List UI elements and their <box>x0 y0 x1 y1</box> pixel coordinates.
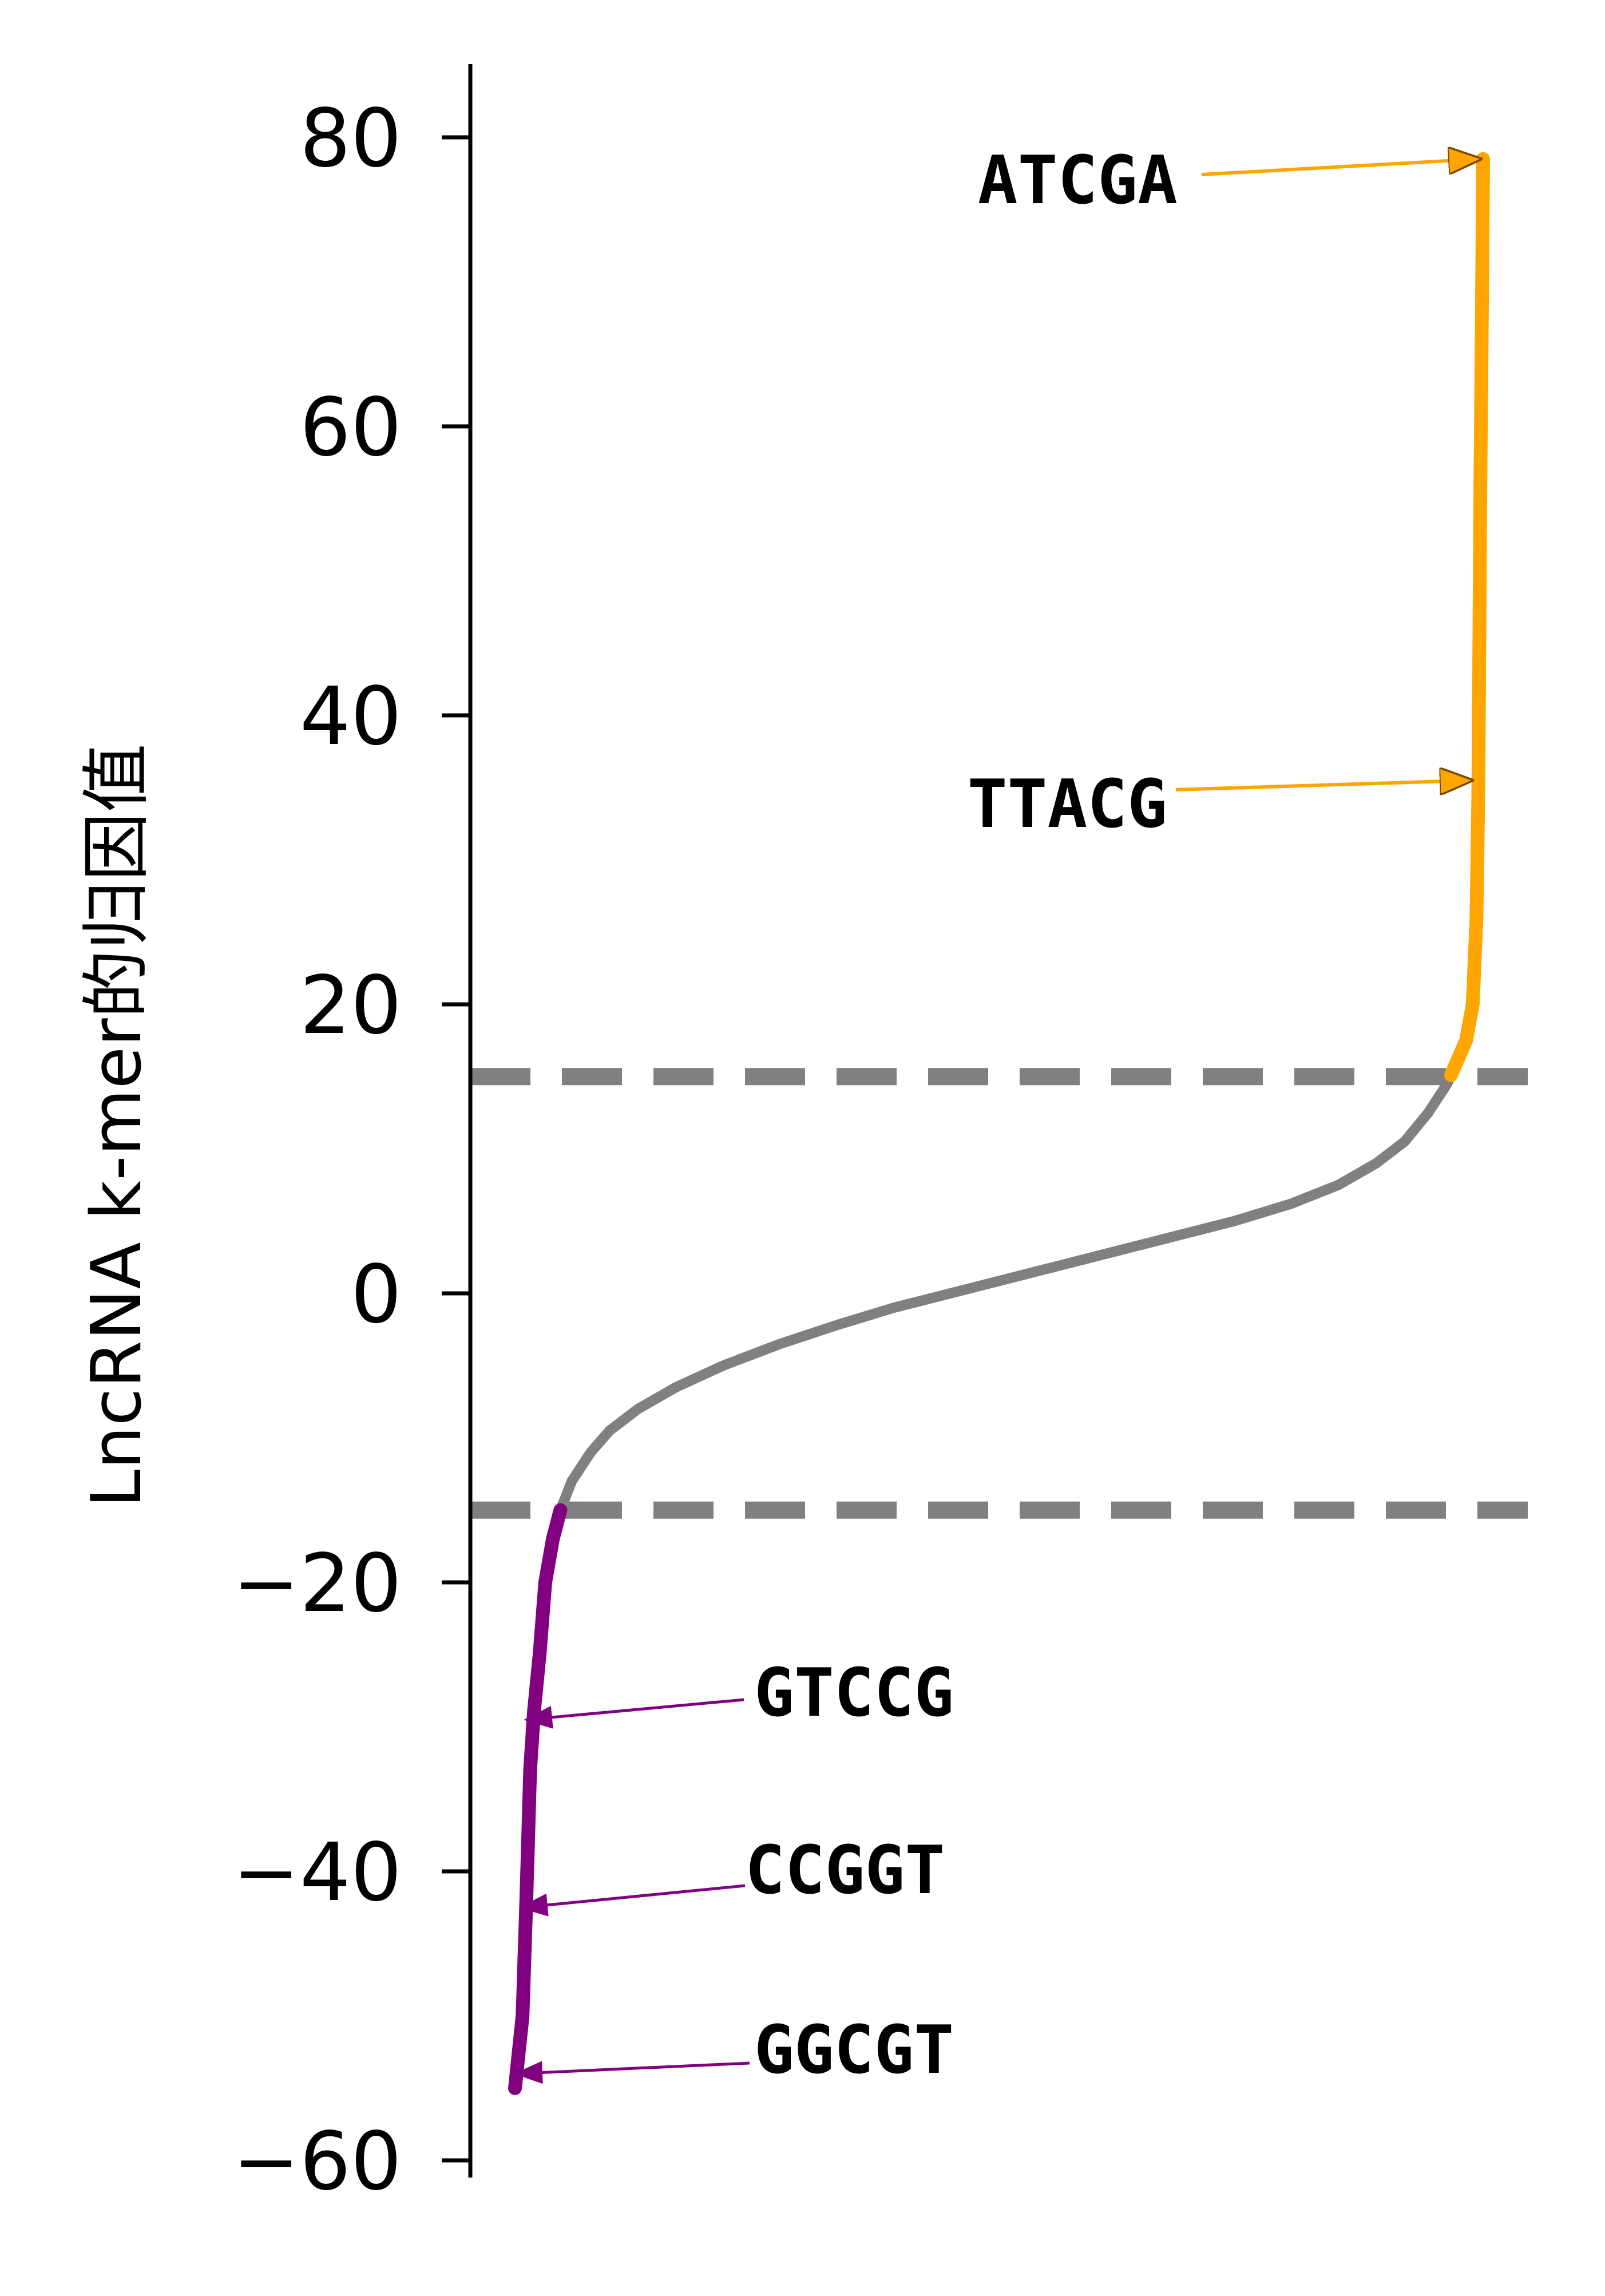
y-tick-label: 20 <box>300 959 402 1052</box>
annotation-label-ttacg: TTACG <box>968 766 1167 843</box>
y-tick-label: 0 <box>351 1248 402 1341</box>
threshold-lines <box>470 1068 1528 1519</box>
annotation-arrow-ttacg <box>1175 781 1471 790</box>
y-tick-label: 40 <box>300 670 402 763</box>
y-tick-label: −40 <box>233 1826 402 1919</box>
curve-segment-positive <box>1444 152 1490 1082</box>
annotation-arrow-ccggt <box>519 1884 746 1917</box>
annotation-label-gtccg: GTCCG <box>754 1654 954 1732</box>
y-tick-label: −20 <box>233 1537 402 1630</box>
y-axis-label: LncRNA k-mer的归因值 <box>77 743 157 1507</box>
curve-segment-negative <box>508 1503 568 2095</box>
kmer-annotations: ATCGA TTACG GTCCG CCGGT GGCGT <box>514 142 1479 2089</box>
y-tick-label: 60 <box>300 381 402 474</box>
y-axis: −60 −40 −20 0 20 40 60 80 <box>233 64 473 2208</box>
annotation-arrow-ggcgt <box>514 2061 750 2084</box>
annotation-label-atcga: ATCGA <box>978 142 1178 219</box>
annotation-arrow-gtccg <box>524 1698 744 1729</box>
annotation-label-ccggt: CCGGT <box>745 1832 945 1909</box>
sorted-attribution-curve <box>508 152 1490 2095</box>
annotation-label-ggcgt: GGCGT <box>754 2012 954 2089</box>
curve-segment-neutral <box>555 1072 1456 1515</box>
y-tick-label: 80 <box>300 92 402 185</box>
annotation-arrow-atcga <box>1201 159 1479 176</box>
y-tick-label: −60 <box>233 2115 402 2208</box>
